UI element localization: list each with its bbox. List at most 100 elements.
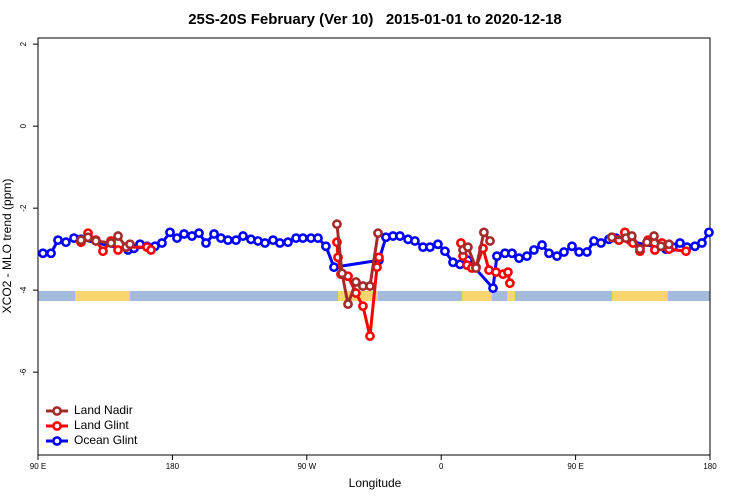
data-point [373,228,383,239]
y-tick-label: -6 [19,368,28,376]
data-point [337,268,347,279]
chart-title: 25S-20S February (Ver 10) 2015-01-01 to … [188,11,562,28]
data-point [649,231,659,241]
data-point [596,238,606,248]
y-tick-label: 0 [19,123,28,128]
data-point [635,244,645,255]
data-point [329,262,339,273]
data-point [98,246,108,257]
data-point [53,235,63,246]
data-point [425,242,435,253]
land-patch [462,291,492,301]
y-tick-label: -2 [19,204,28,212]
data-point [485,236,495,246]
x-tick-label: 180 [166,462,180,471]
data-point [179,229,189,239]
x-tick-label: 90 E [567,462,583,471]
data-point [91,236,101,246]
data-point [559,247,569,257]
data-point [606,232,617,243]
data-point [544,248,554,259]
land-patch [612,291,668,301]
data-point [656,241,666,252]
data-point [471,263,481,273]
data-point [574,247,584,257]
x-tick-label: 180 [703,462,717,471]
data-point [365,281,375,291]
data-point [552,251,562,262]
land-patch [507,291,515,301]
data-point [83,232,93,243]
x-tick-label: 0 [439,462,444,471]
data-point [46,248,56,259]
data-point [238,231,248,241]
data-point [61,237,71,248]
data-point [146,245,156,255]
data-point [463,242,473,253]
data-point [113,231,123,241]
data-point [503,267,513,278]
data-point [479,227,489,238]
data-point [125,239,135,250]
data-point [582,247,592,257]
x-axis-label: Longitude [349,476,402,490]
x-tick-label: 90 E [30,462,46,471]
data-point [275,238,285,248]
legend-swatch-marker [52,436,62,446]
data-point [488,283,498,294]
legend-label: Ocean Glint [74,433,138,447]
data-point [321,241,331,252]
data-point [298,233,308,243]
data-point [507,248,517,259]
data-point [537,240,547,250]
data-point [283,237,293,248]
y-tick-label: 2 [19,41,28,46]
data-point [440,246,450,257]
y-axis-label: XCO2 - MLO trend (ppm) [0,179,14,314]
data-point [514,253,524,264]
data-point [201,238,211,248]
y-tick-label: -4 [19,286,28,294]
data-point [172,233,182,243]
data-point [410,236,420,246]
data-point [681,246,691,257]
data-point [504,278,515,289]
legend-swatch-marker [52,421,62,431]
data-point [231,235,241,246]
data-point [260,238,270,248]
data-point [38,248,48,259]
data-point [332,219,342,230]
data-point [113,245,123,255]
x-tick-label: 90 W [297,462,316,471]
data-point [374,252,384,263]
legend-swatch-marker [52,406,62,416]
data-point [704,227,714,238]
data-point [165,227,175,238]
data-point [351,277,361,287]
data-point [492,251,502,262]
legend-label: Land Glint [74,418,129,432]
series [76,219,674,310]
data-point [664,239,674,250]
data-point [106,238,116,248]
data-point [209,229,219,239]
data-point [433,239,443,250]
data-point [358,301,368,312]
data-point [365,331,375,341]
data-point [675,238,685,248]
plot-frame [37,37,711,456]
data-point [642,237,652,248]
data-point [522,251,532,262]
series [38,227,714,294]
data-point [157,238,167,248]
data-point [223,235,233,246]
data-point [343,299,353,310]
data-point [626,231,637,241]
land-patch [75,291,130,301]
data-point [313,233,323,243]
legend-label: Land Nadir [74,403,133,417]
data-point [697,238,707,248]
data-point [194,228,204,239]
data-point [567,241,577,252]
